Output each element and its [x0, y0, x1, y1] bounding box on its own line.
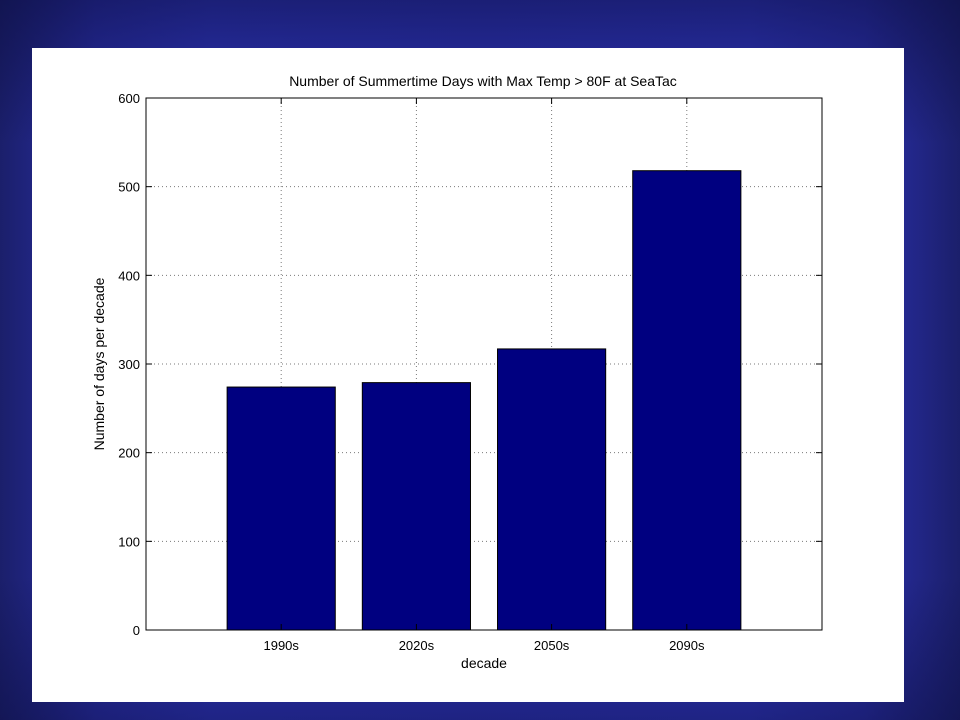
- y-tick-labels: 0 100 200 300 400 500 600: [118, 91, 140, 638]
- x-tick-label: 2090s: [669, 638, 705, 653]
- x-axis-label: decade: [461, 655, 507, 671]
- figure-panel: Number of Summertime Days with Max Temp …: [32, 48, 904, 702]
- bar-chart: Number of Summertime Days with Max Temp …: [91, 73, 823, 671]
- y-tick-label: 600: [118, 91, 140, 106]
- bars: [226, 170, 742, 631]
- y-tick-label: 400: [118, 268, 140, 283]
- x-tick-label: 2050s: [534, 638, 570, 653]
- axis-ticks: [146, 97, 822, 631]
- x-tick-labels: 1990s 2020s 2050s 2090s: [263, 638, 705, 653]
- y-tick-label: 200: [118, 446, 140, 461]
- bar-1990s: [226, 386, 336, 631]
- y-tick-label: 0: [133, 623, 140, 638]
- y-tick-label: 500: [118, 180, 140, 195]
- x-tick-label: 1990s: [263, 638, 299, 653]
- y-tick-label: 300: [118, 357, 140, 372]
- y-tick-label: 100: [118, 534, 140, 549]
- bar-2020s: [361, 382, 471, 631]
- chart-title: Number of Summertime Days with Max Temp …: [289, 73, 677, 89]
- x-tick-label: 2020s: [399, 638, 435, 653]
- bar-2050s: [497, 348, 607, 631]
- bar-2090s: [632, 170, 742, 631]
- y-axis-label: Number of days per decade: [91, 277, 107, 450]
